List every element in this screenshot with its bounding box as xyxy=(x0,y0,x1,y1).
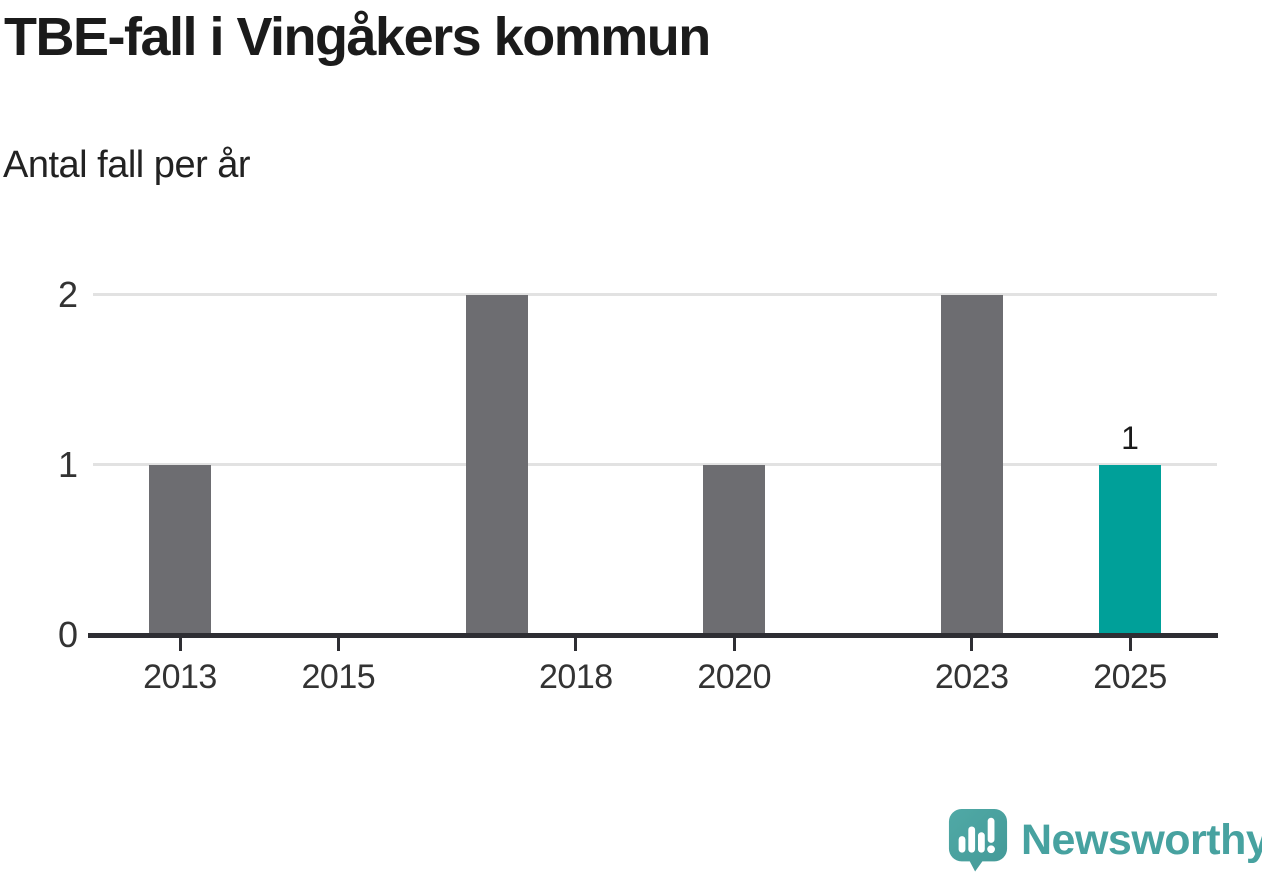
x-tick-2015 xyxy=(336,638,340,651)
x-tick-label-2015: 2015 xyxy=(301,658,376,696)
bar-2020 xyxy=(703,465,766,635)
y-tick-label-0: 0 xyxy=(57,614,78,655)
y-tick-label-2: 2 xyxy=(57,274,78,315)
chart-subtitle: Antal fall per år xyxy=(3,144,251,186)
newsworthy-logo-icon xyxy=(948,809,1008,872)
x-tick-label-2025: 2025 xyxy=(1093,658,1167,696)
x-tick-label-2020: 2020 xyxy=(697,658,771,696)
bar-value-label-2025: 1 xyxy=(1121,420,1139,456)
bar-2025 xyxy=(1099,465,1162,635)
x-tick-2013 xyxy=(178,638,182,651)
x-axis-line xyxy=(88,633,1218,638)
x-tick-label-2013: 2013 xyxy=(143,658,217,696)
x-tick-label-2018: 2018 xyxy=(539,658,613,696)
y-tick-label-1: 1 xyxy=(57,444,78,485)
x-tick-2020 xyxy=(732,638,736,651)
brand-footer: Newsworthy xyxy=(947,808,1262,872)
newsworthy-wordmark: Newsworthy xyxy=(1021,815,1262,864)
chart-title: TBE-fall i Vingåkers kommun xyxy=(4,7,711,67)
bar-2017 xyxy=(465,295,528,635)
x-tick-label-2023: 2023 xyxy=(934,658,1009,696)
bar-2023 xyxy=(940,295,1003,635)
bar-2013 xyxy=(149,465,211,635)
gridline-y-1 xyxy=(93,463,1217,466)
x-tick-2023 xyxy=(970,638,974,651)
gridline-y-2 xyxy=(93,293,1217,296)
x-tick-2025 xyxy=(1128,638,1132,651)
x-tick-2018 xyxy=(574,638,578,651)
